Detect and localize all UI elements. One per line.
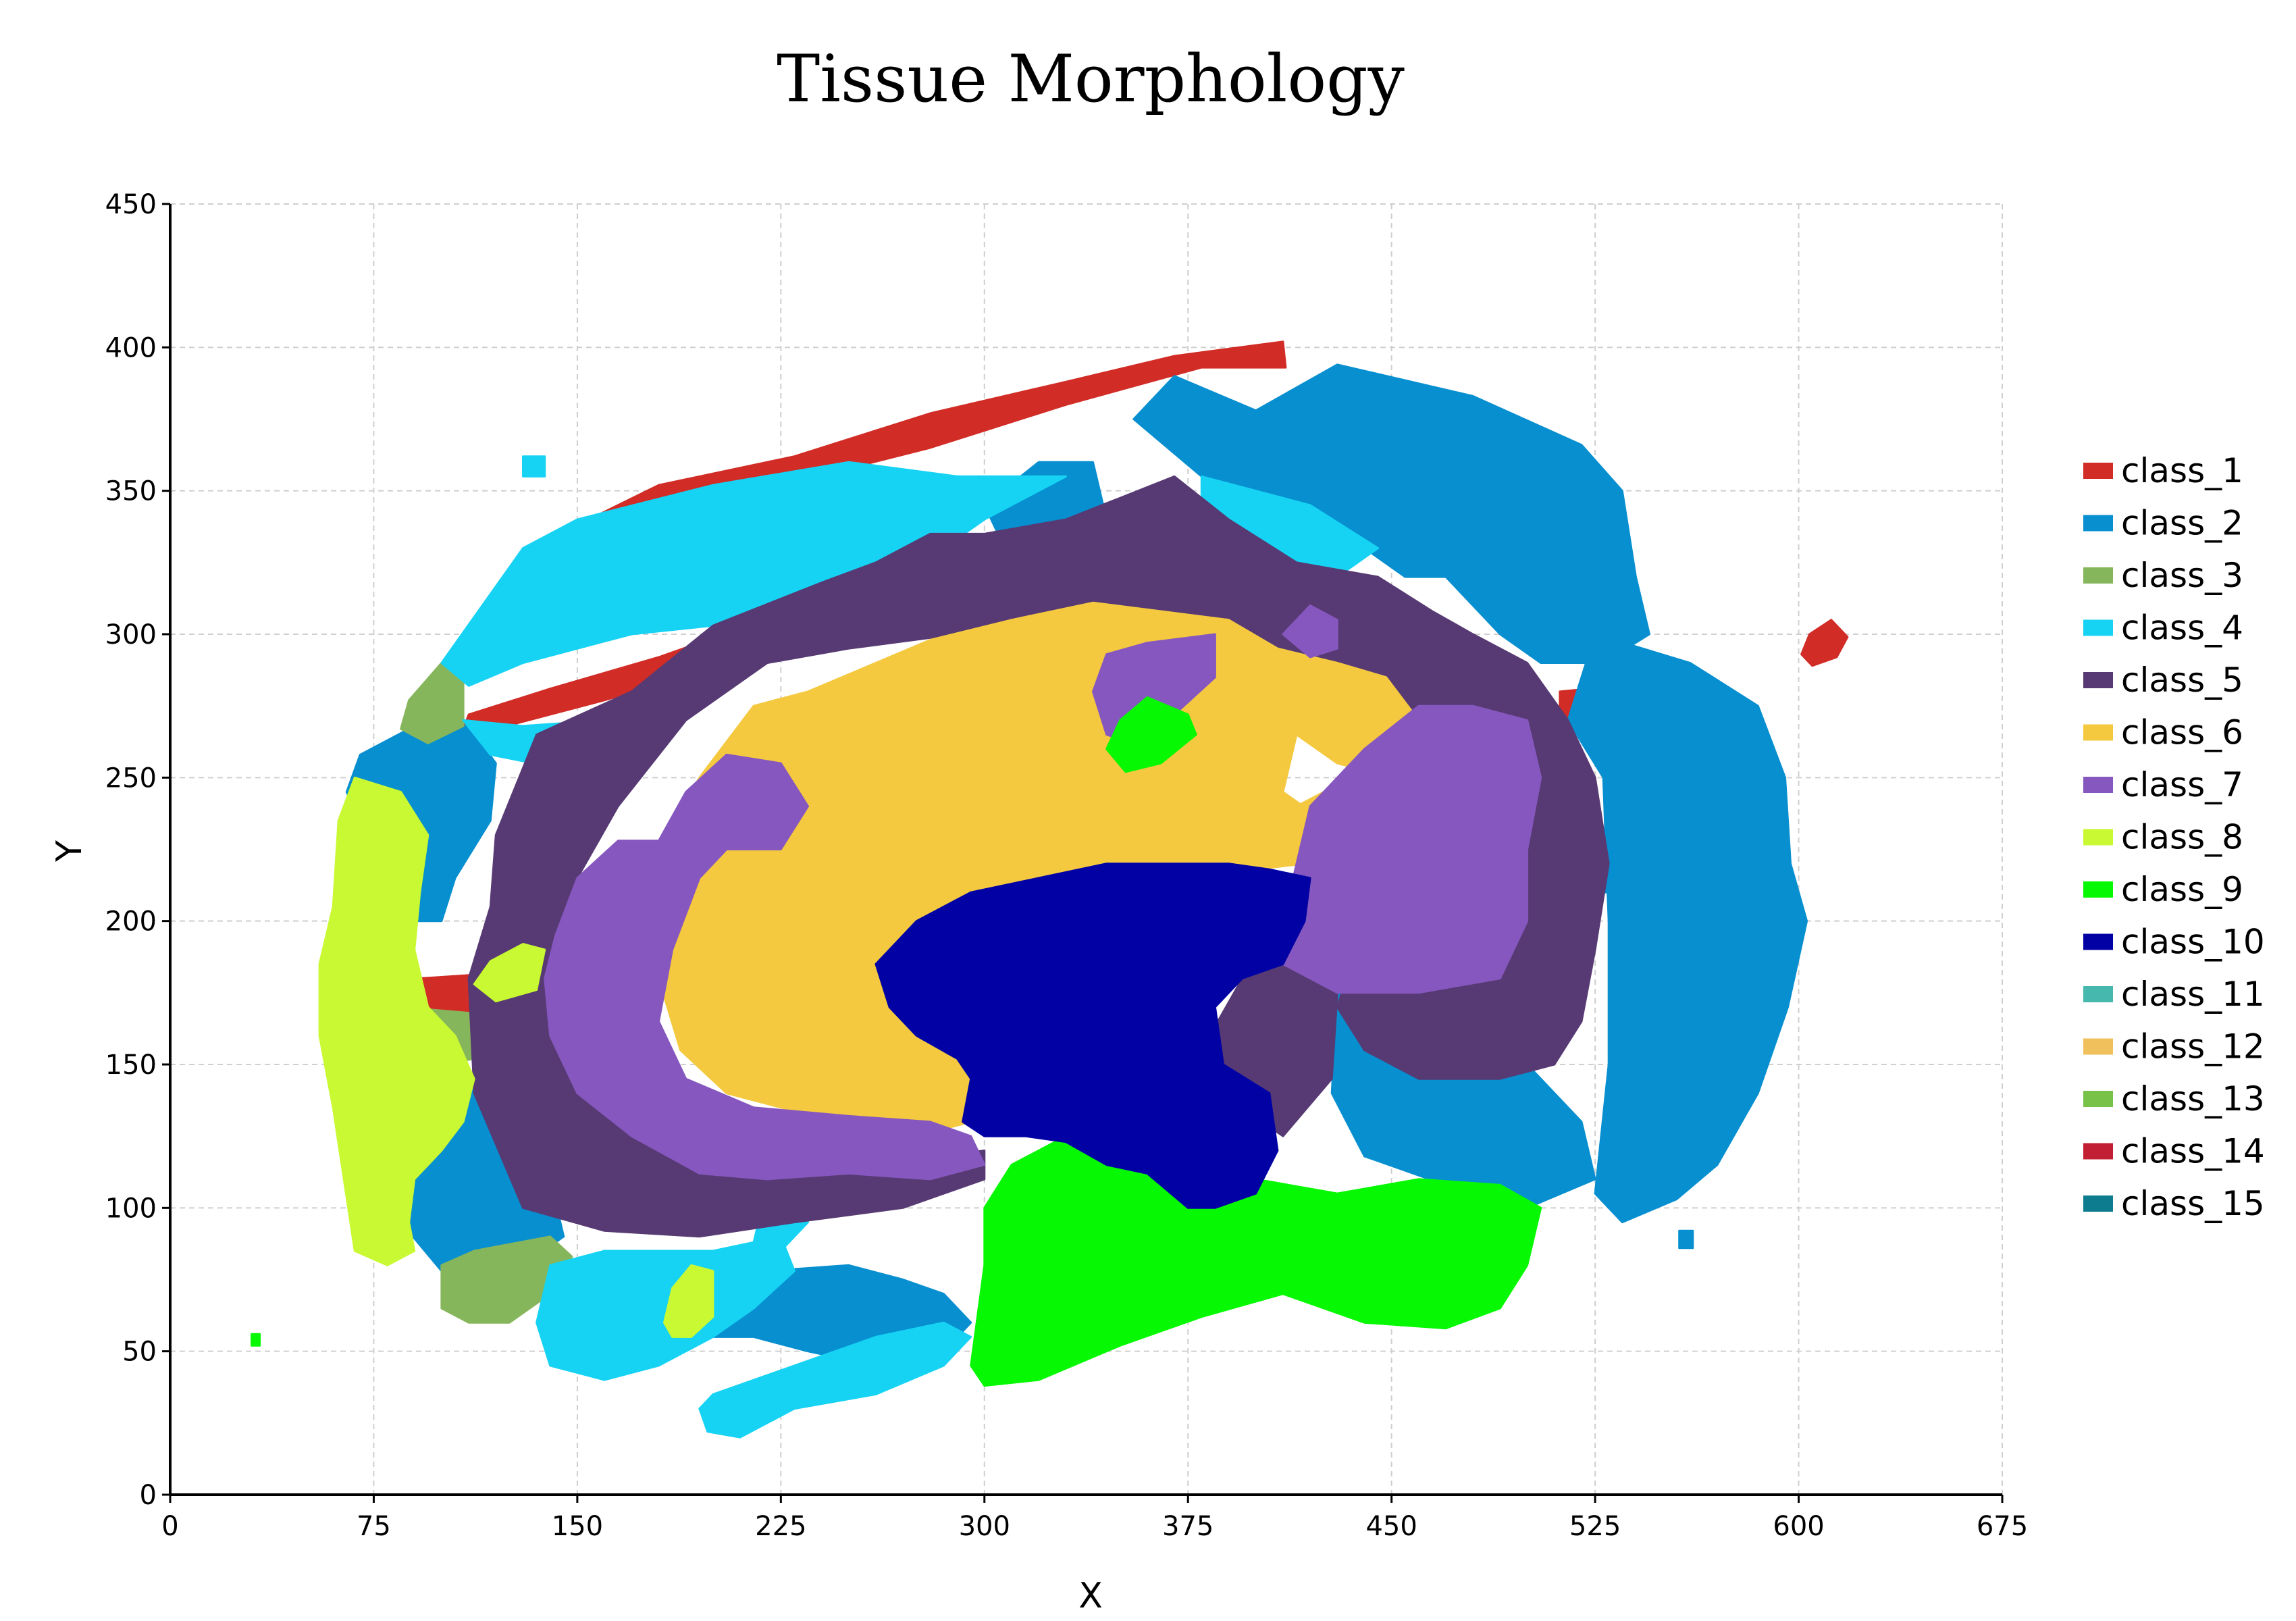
y-tick-label: 350	[105, 476, 157, 507]
legend-label: class_3	[2121, 556, 2243, 595]
legend-label: class_8	[2121, 818, 2243, 857]
x-tick-label: 75	[357, 1511, 391, 1542]
class-7-region	[1282, 604, 1338, 659]
x-tick-label: 600	[1773, 1511, 1824, 1542]
y-tick-label: 100	[105, 1193, 157, 1224]
x-tick-label: 225	[755, 1511, 806, 1542]
class-9-region	[251, 1333, 261, 1347]
series-class-9	[251, 696, 1542, 1387]
legend-label: class_15	[2121, 1184, 2265, 1223]
x-tick-label: 0	[161, 1511, 178, 1542]
legend-swatch	[2083, 777, 2113, 793]
x-tick-label: 375	[1162, 1511, 1214, 1542]
legend-label: class_14	[2121, 1132, 2265, 1171]
legend-label: class_4	[2121, 609, 2243, 648]
class-3-region	[400, 662, 465, 744]
class-7-region	[1282, 704, 1542, 994]
x-tick-label: 675	[1977, 1511, 2028, 1542]
y-tick-label: 0	[140, 1480, 157, 1511]
legend-label: class_1	[2121, 451, 2243, 490]
y-tick-label: 300	[105, 619, 157, 650]
legend: class_1 class_2 class_3 class_4 class_5class…	[2083, 451, 2265, 1223]
legend-label: class_7	[2121, 765, 2243, 804]
class-2-region	[1567, 633, 1808, 1224]
legend-swatch	[2083, 567, 2113, 584]
y-tick-label: 50	[122, 1337, 157, 1368]
class-2-region	[1132, 363, 1650, 664]
y-tick-label: 250	[105, 763, 157, 794]
legend-label: class_6	[2121, 713, 2243, 752]
tissue-regions	[251, 340, 1849, 1439]
legend-swatch	[2083, 1091, 2113, 1107]
legend-swatch	[2083, 724, 2113, 741]
class-8-region	[663, 1264, 714, 1338]
class-9-region	[970, 1135, 1542, 1387]
legend-swatch	[2083, 1143, 2113, 1160]
legend-swatch	[2083, 1038, 2113, 1055]
legend-swatch	[2083, 986, 2113, 1002]
class-8-region	[318, 776, 475, 1266]
x-tick-label: 450	[1365, 1511, 1417, 1542]
class-2-region	[1678, 1229, 1694, 1250]
legend-swatch	[2083, 933, 2113, 950]
legend-swatch	[2083, 515, 2113, 532]
chart-title: Tissue Morphology	[777, 41, 1405, 117]
class-4-region	[522, 455, 546, 478]
legend-label: class_5	[2121, 661, 2243, 700]
class-1-region	[1800, 619, 1849, 667]
legend-swatch	[2083, 829, 2113, 846]
legend-swatch	[2083, 1195, 2113, 1212]
class-3-region	[440, 1235, 573, 1324]
legend-swatch	[2083, 619, 2113, 636]
class-8-region	[473, 943, 546, 1003]
series-class-8	[318, 776, 714, 1338]
legend-swatch	[2083, 672, 2113, 688]
axes: 0 75 150 225 300 375 450 525 600 675 0 50 100 150 200 2…	[105, 189, 2029, 1542]
y-axis-label: Y	[49, 840, 90, 863]
class-4-region	[698, 1321, 972, 1439]
series-class-10	[875, 863, 1311, 1209]
x-tick-label: 525	[1569, 1511, 1621, 1542]
legend-label: class_2	[2121, 504, 2243, 543]
legend-label: class_13	[2121, 1079, 2265, 1118]
x-tick-label: 150	[552, 1511, 603, 1542]
legend-label: class_10	[2121, 923, 2265, 962]
class-4-region	[440, 461, 1067, 687]
y-tick-label: 400	[105, 332, 157, 363]
x-tick-label: 300	[959, 1511, 1010, 1542]
legend-label: class_12	[2121, 1027, 2265, 1066]
x-axis-label: X	[1078, 1576, 1103, 1616]
y-tick-label: 150	[105, 1050, 157, 1081]
legend-label: class_11	[2121, 975, 2265, 1014]
legend-swatch	[2083, 881, 2113, 898]
y-tick-label: 450	[105, 189, 157, 220]
class-4-region	[536, 1235, 795, 1381]
legend-swatch	[2083, 463, 2113, 479]
series-class-4	[440, 455, 1380, 1439]
class-7-region	[544, 753, 986, 1181]
legend-label: class_9	[2121, 870, 2243, 909]
y-tick-label: 200	[105, 906, 157, 937]
class-10-region	[875, 863, 1311, 1209]
class-9-region	[1105, 696, 1197, 773]
